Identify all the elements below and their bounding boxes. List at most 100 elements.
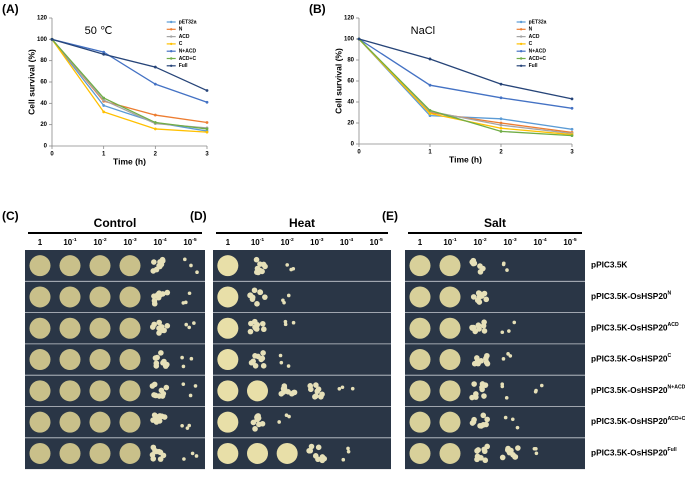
legend-label: ACD+C xyxy=(179,56,197,62)
colony xyxy=(180,423,184,428)
colony xyxy=(154,292,161,298)
colony xyxy=(252,362,259,369)
label-base: 10 xyxy=(93,238,102,247)
colony xyxy=(287,414,291,419)
point xyxy=(153,121,157,124)
annotation: NaCl xyxy=(411,25,435,37)
colony xyxy=(508,354,513,358)
label: pPIC3.5K-OsHSP20N+ACD xyxy=(591,385,685,395)
point xyxy=(205,127,209,131)
legend-marker xyxy=(170,35,173,38)
colony-spot xyxy=(89,442,111,464)
y-axis-label: Cell survival (%) xyxy=(26,49,36,115)
colony xyxy=(484,416,490,423)
colony xyxy=(184,300,188,305)
label: pPIC3.5K-OsHSP20Full xyxy=(591,447,677,457)
colony-spot xyxy=(276,442,298,464)
colony-spot xyxy=(439,442,461,464)
colony xyxy=(515,445,521,451)
colony xyxy=(313,382,319,388)
x-tick-label: 3 xyxy=(205,152,209,158)
colony xyxy=(256,421,262,428)
colony xyxy=(249,296,256,302)
y-tick-label: 0 xyxy=(351,142,355,148)
colony-spot xyxy=(409,286,431,308)
point xyxy=(428,57,432,61)
colony-spot xyxy=(439,349,461,371)
colony xyxy=(515,425,520,430)
label-superscript: -2 xyxy=(482,237,487,243)
y-tick-label: 40 xyxy=(347,100,354,106)
colony xyxy=(337,386,342,391)
colony xyxy=(164,322,171,329)
colony-spot xyxy=(29,380,51,402)
colony xyxy=(254,301,260,307)
colony xyxy=(279,360,284,365)
colony xyxy=(259,320,266,327)
colony xyxy=(306,447,312,454)
colony-spot xyxy=(119,380,141,402)
colony xyxy=(153,266,160,273)
colony xyxy=(257,289,264,296)
colony xyxy=(278,353,283,358)
label-base: 10 xyxy=(473,238,482,247)
point xyxy=(428,83,432,87)
point xyxy=(102,110,106,114)
colony xyxy=(479,381,486,387)
label-base: pPIC3.5K-OsHSP20 xyxy=(591,291,668,301)
colony xyxy=(151,381,158,388)
label: 10-3 xyxy=(310,237,324,247)
label: 10-1 xyxy=(63,237,77,247)
point xyxy=(153,113,157,117)
label-superscript: -3 xyxy=(512,237,517,243)
label-superscript: -1 xyxy=(452,237,457,243)
colony xyxy=(261,326,267,333)
colony xyxy=(153,363,160,369)
panel-label: (E) xyxy=(382,209,398,223)
colony-spot xyxy=(409,255,431,277)
point xyxy=(428,109,432,112)
label-base: 10 xyxy=(370,238,379,247)
annotation: 50 ℃ xyxy=(85,25,113,37)
y-tick-label: 60 xyxy=(347,79,354,85)
colony xyxy=(163,384,170,391)
panel-title: Salt xyxy=(484,216,506,230)
colony-spot xyxy=(217,442,239,464)
legend-marker xyxy=(519,35,523,38)
y-tick-label: 20 xyxy=(40,122,47,128)
label-superscript: -3 xyxy=(319,237,324,243)
x-tick-label: 3 xyxy=(570,150,574,156)
label: pPIC3.5K-OsHSP20ACD+C xyxy=(591,416,685,426)
colony xyxy=(471,381,477,387)
colony-spot xyxy=(217,380,239,402)
colony-spot xyxy=(217,349,239,371)
colony xyxy=(160,360,166,366)
legend-marker xyxy=(519,20,523,24)
label: 10-4 xyxy=(340,237,354,247)
colony xyxy=(346,446,350,451)
colony-spot xyxy=(29,411,51,433)
label-superscript: N+ACD xyxy=(668,385,685,391)
colony-spot xyxy=(409,380,431,402)
colony xyxy=(156,418,163,424)
y-tick-label: 100 xyxy=(37,37,48,43)
legend-marker xyxy=(170,57,173,60)
colony xyxy=(155,413,162,420)
colony-spot xyxy=(439,286,461,308)
colony xyxy=(157,449,164,456)
label: 10-3 xyxy=(503,237,517,247)
colony xyxy=(187,291,192,296)
point xyxy=(205,89,209,92)
colony-spot xyxy=(217,255,239,277)
colony xyxy=(478,423,485,429)
colony xyxy=(319,454,326,460)
label-superscript: -2 xyxy=(102,237,107,243)
colony xyxy=(181,364,186,369)
colony xyxy=(480,412,487,419)
point xyxy=(570,97,574,101)
colony xyxy=(156,319,163,326)
panel-label: (C) xyxy=(2,209,19,223)
label-superscript: -5 xyxy=(378,237,383,243)
colony-spot xyxy=(59,380,81,402)
point xyxy=(357,37,361,41)
